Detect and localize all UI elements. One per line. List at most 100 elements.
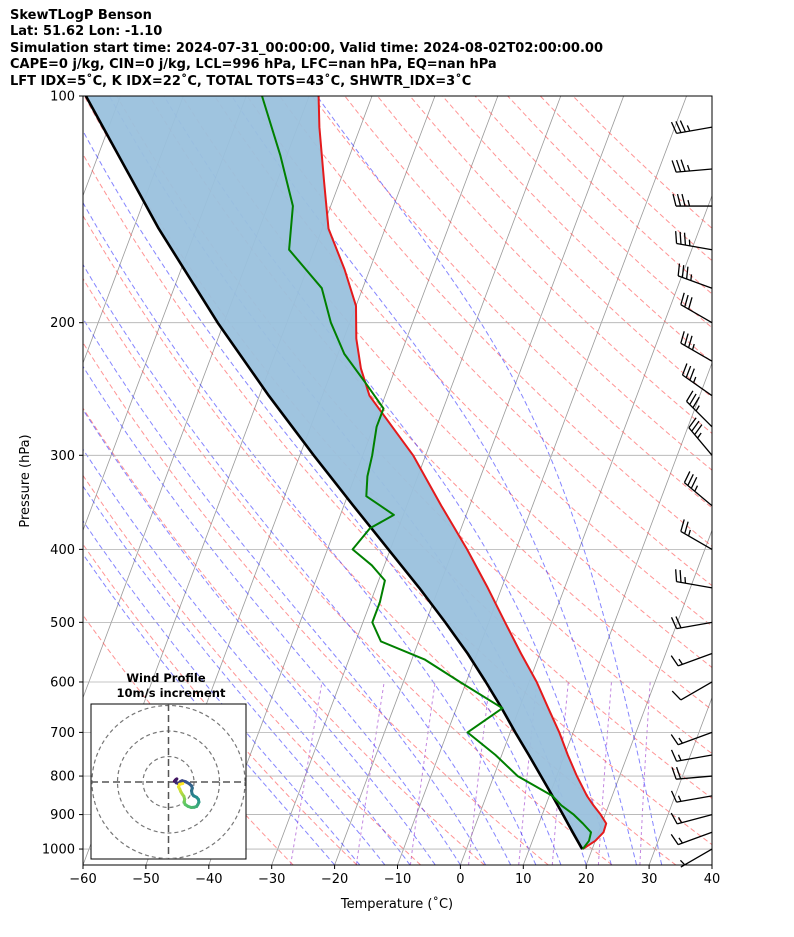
wind-barb-flag [676, 193, 682, 207]
dry-adiabat-line [344, 96, 712, 471]
dry-adiabat-line [83, 407, 485, 865]
x-tick-label: −50 [132, 872, 159, 887]
x-tick-label: −30 [258, 872, 285, 887]
wind-barb-flag [687, 297, 693, 310]
wind-barb-flag [670, 655, 679, 667]
wind-barb [680, 519, 713, 550]
y-axis-label: Pressure (hPa) [18, 434, 33, 527]
dry-adiabat-line [83, 543, 358, 865]
wind-barb-shaft [676, 775, 713, 780]
isotherm-line [775, 96, 794, 865]
moist-adiabat-line [316, 96, 663, 865]
wind-barb-flag [690, 476, 698, 489]
chart-title: SkewTLogP Benson [10, 8, 152, 23]
wind-barb-flag [694, 485, 699, 492]
x-tick-label: −60 [69, 872, 96, 887]
dry-adiabat-line [83, 474, 422, 865]
wind-barb-flag [695, 405, 700, 412]
header: SkewTLogP Benson Lat: 51.62 Lon: -1.10 S… [10, 8, 790, 90]
wind-barb-shaft [680, 304, 713, 324]
dewpoint-line [261, 96, 592, 850]
moist-adiabat-line [231, 96, 637, 865]
wind-barb-flag [678, 658, 683, 665]
isotherm-line [648, 696, 712, 865]
wind-barb-flag [675, 569, 678, 582]
wind-barb-flag [681, 363, 688, 376]
y-tick-label: 800 [50, 770, 75, 785]
wind-barb-flag [679, 859, 686, 866]
y-tick-label: 1000 [42, 843, 75, 858]
wind-barb-flag [677, 263, 681, 276]
inset-plot [91, 704, 246, 859]
wind-barb-flag [670, 734, 679, 746]
dry-adiabat-line [83, 214, 677, 865]
wind-barb [679, 848, 713, 868]
wind-barb-shaft [676, 795, 713, 803]
moist-adiabat-line [83, 201, 537, 865]
wind-barb-flag [675, 231, 678, 244]
wind-barb-flag [680, 519, 685, 532]
wind-barb-shaft [676, 754, 713, 762]
wind-barb [671, 681, 713, 701]
wind-barb-flag [670, 749, 678, 762]
parcel-profile-line [84, 96, 584, 850]
wind-barb-flag [679, 570, 682, 583]
wind-barb [670, 790, 713, 803]
moist-adiabat-line [83, 317, 487, 865]
wind-barb-flag [689, 368, 695, 381]
inset-subtitle: 10m/s increment [117, 686, 226, 700]
wind-barb [670, 731, 713, 746]
dry-adiabat-line [377, 96, 712, 435]
dry-adiabat-line [279, 96, 712, 547]
wind-barb-shaft [680, 681, 713, 701]
wind-barb-flag [679, 120, 687, 133]
wind-barb-shaft [682, 374, 713, 397]
isotherm-line [460, 194, 712, 865]
moist-adiabat-line [83, 365, 461, 865]
wind-barb-flag [691, 420, 700, 432]
wind-barb-flag [677, 754, 682, 761]
wind-barb-flag [689, 393, 697, 405]
wind-barb-shaft [686, 400, 713, 428]
indices-line-2: LFT IDX=5˚C, K IDX=22˚C, TOTAL TOTS=43˚C… [10, 73, 472, 89]
wind-barb [677, 263, 713, 289]
wind-barb-shaft [688, 427, 713, 456]
wind-barb-shaft [684, 482, 713, 507]
indices-line-1: CAPE=0 j/kg, CIN=0 j/kg, LCL=996 hPa, LF… [10, 57, 497, 73]
wind-barb-flag [685, 365, 692, 378]
wind-barb-flag [675, 616, 682, 629]
wind-barb-flag [680, 292, 685, 305]
wind-barb-shaft [676, 242, 713, 251]
wind-barb [670, 616, 713, 630]
wind-barb-flag [683, 471, 691, 483]
wind-barb-flag [670, 833, 679, 845]
moist-adiabat-line [163, 96, 612, 865]
wind-barb-flag [686, 164, 691, 172]
wind-barb-flag [692, 376, 697, 383]
mixing-ratio-line [639, 681, 651, 865]
y-tick-label: 900 [50, 808, 75, 823]
x-tick-label: −40 [195, 872, 222, 887]
x-tick-label: −10 [384, 872, 411, 887]
wind-barb-flag [685, 266, 689, 280]
wind-barb-flag [677, 795, 682, 802]
isotherm-line [522, 361, 712, 865]
moist-adiabat-line [83, 519, 361, 865]
wind-barb-flag [671, 160, 677, 173]
wind-barb-flag [678, 817, 683, 824]
wind-barb-shaft [676, 581, 713, 589]
wind-barb [671, 766, 713, 780]
isotherm-line [334, 96, 625, 865]
wind-barb-flag [675, 159, 682, 172]
wind-barb-flag [672, 193, 677, 207]
wind-barb-flag [684, 333, 689, 346]
x-tick-label: 20 [578, 872, 595, 887]
moist-adiabat-line [83, 553, 335, 865]
wind-barb-flag [680, 159, 686, 172]
wind-barb [675, 569, 713, 589]
location-line: Lat: 51.62 Lon: -1.10 [10, 24, 163, 40]
mixing-ratio-line [409, 681, 436, 865]
wind-barb-shaft [680, 848, 713, 868]
wind-barb-flag [692, 396, 700, 409]
